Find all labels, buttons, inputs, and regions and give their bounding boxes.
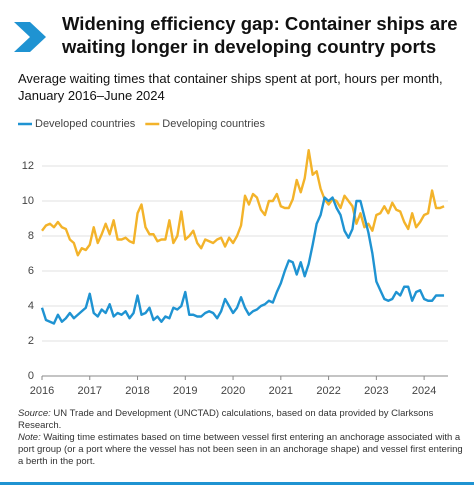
source: Source: UN Trade and Development (UNCTAD… bbox=[18, 408, 466, 432]
y-tick-label: 8 bbox=[28, 230, 34, 242]
y-tick-label: 6 bbox=[28, 265, 34, 277]
y-tick-label: 2 bbox=[28, 335, 34, 347]
chart: 0 2 4 6 8 10 12 2016 2017 2018 2019 2020 2021 2022 202… bbox=[18, 118, 448, 397]
legend-label: Developed countries bbox=[35, 118, 136, 130]
series-line bbox=[41, 149, 445, 257]
bottom-rule bbox=[0, 482, 474, 485]
y-tick-label: 4 bbox=[28, 300, 34, 312]
note: Note: Waiting time estimates based on ti… bbox=[18, 432, 466, 468]
x-tick-label: 2019 bbox=[173, 385, 197, 397]
source-text: UN Trade and Development (UNCTAD) calcul… bbox=[18, 408, 434, 431]
footnotes: Source: UN Trade and Development (UNCTAD… bbox=[18, 408, 466, 468]
x-tick-label: 2022 bbox=[316, 385, 340, 397]
chart-subtitle: Average waiting times that container shi… bbox=[18, 71, 443, 103]
x-tick-label: 2024 bbox=[412, 385, 436, 397]
note-text: Waiting time estimates based on time bet… bbox=[18, 432, 463, 467]
x-tick-label: 2018 bbox=[125, 385, 149, 397]
y-tick-label: 10 bbox=[22, 195, 34, 207]
chevron-icon bbox=[14, 22, 46, 52]
y-tick-label: 12 bbox=[22, 160, 34, 172]
x-tick-label: 2023 bbox=[364, 385, 388, 397]
series-line bbox=[40, 196, 445, 325]
x-tick-label: 2021 bbox=[269, 385, 293, 397]
x-tick-label: 2016 bbox=[30, 385, 54, 397]
source-label: Source: bbox=[18, 408, 51, 419]
note-label: Note: bbox=[18, 432, 41, 443]
chart-title: Widening efficiency gap: Container ships… bbox=[62, 13, 458, 57]
legend-label: Developing countries bbox=[162, 118, 265, 130]
x-tick-label: 2020 bbox=[221, 385, 245, 397]
x-tick-label: 2017 bbox=[78, 385, 102, 397]
y-tick-label: 0 bbox=[28, 370, 34, 382]
